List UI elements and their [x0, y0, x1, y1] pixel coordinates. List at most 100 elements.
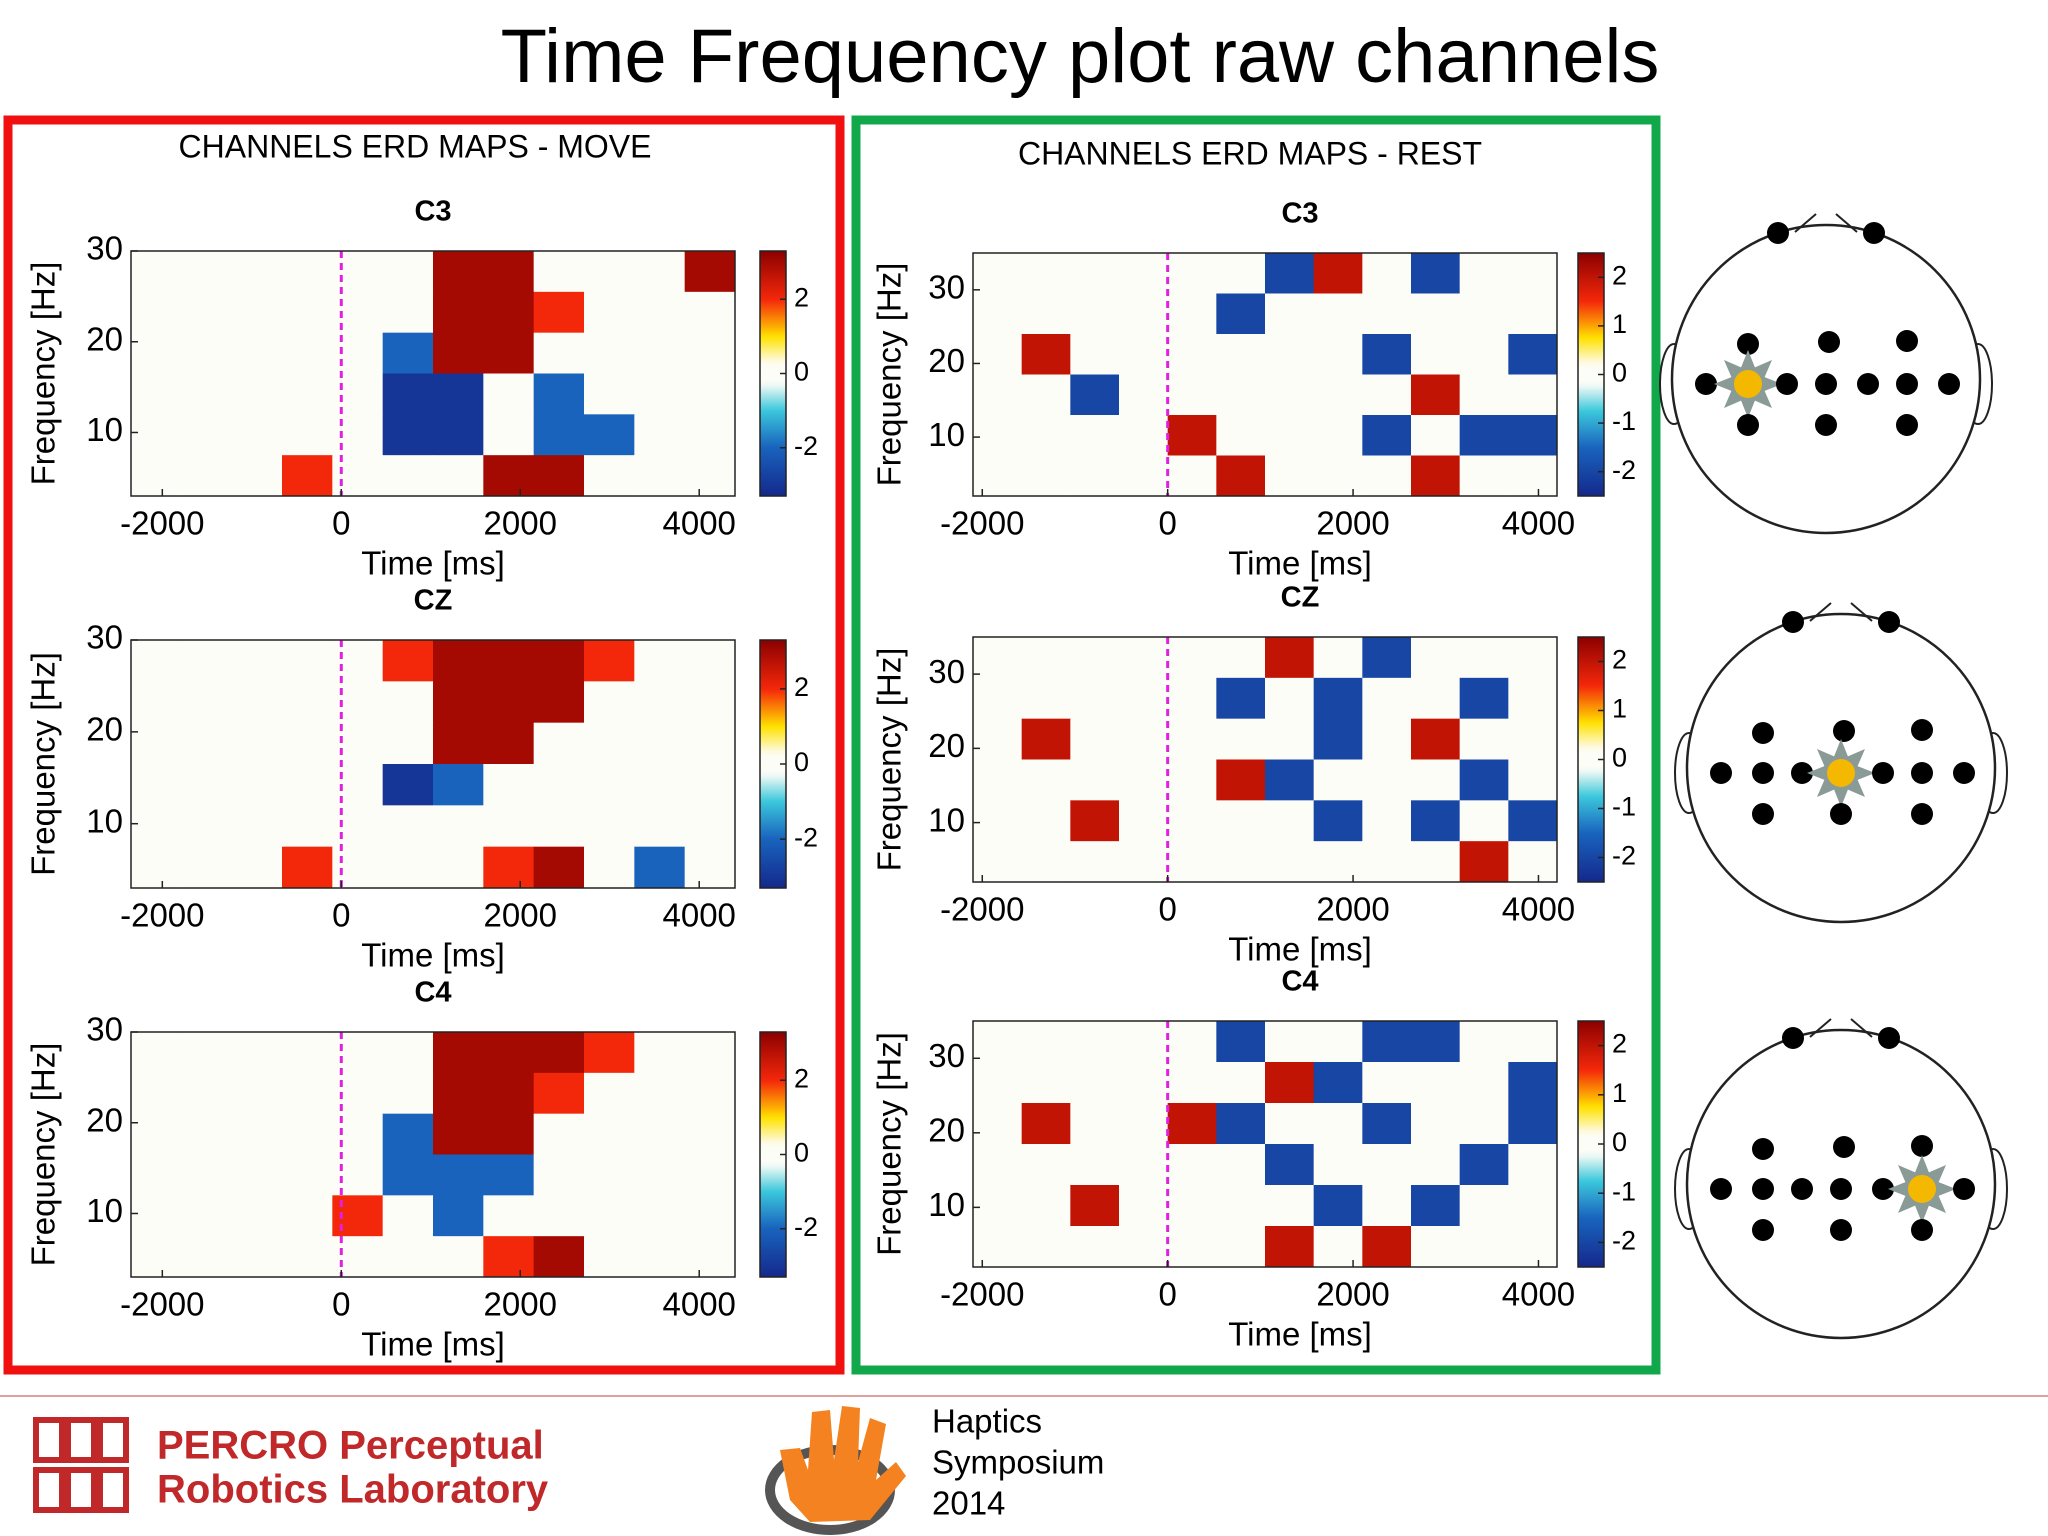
heat-cell	[1362, 637, 1412, 679]
heat-cell	[1119, 1185, 1169, 1227]
heat-cell	[382, 805, 434, 848]
heat-cell	[483, 805, 535, 848]
x-tick-label: 4000	[662, 897, 735, 934]
heat-cell	[1411, 759, 1461, 801]
axes-frame	[972, 252, 1558, 497]
heat-cell	[1411, 1062, 1461, 1104]
x-tick-label: -2000	[940, 891, 1024, 928]
heat-cell	[1070, 1062, 1120, 1104]
heat-cell	[1362, 415, 1412, 456]
heat-cell	[584, 1072, 635, 1115]
heat-cell	[181, 1032, 233, 1074]
heat-cell	[181, 846, 233, 889]
heat-cell	[433, 764, 484, 806]
heat-cell	[1508, 374, 1558, 416]
heat-cell	[181, 1072, 233, 1115]
heat-cell	[1362, 1021, 1412, 1063]
heat-cell	[1459, 253, 1509, 294]
heat-cell	[1216, 1103, 1266, 1145]
heat-cell	[584, 455, 635, 497]
heat-cell	[1508, 718, 1558, 760]
heat-cell	[1070, 637, 1120, 679]
heat-cell	[1411, 1144, 1461, 1186]
heat-cell	[1313, 637, 1363, 679]
heat-cell	[181, 681, 233, 724]
heat-cell	[973, 1226, 1023, 1268]
heat-cell	[1021, 334, 1071, 375]
heat-cell	[533, 332, 585, 374]
heat-cell	[684, 1154, 736, 1196]
heat-cell	[483, 1236, 535, 1278]
heat-cell	[1021, 677, 1071, 720]
electrode	[1776, 373, 1798, 395]
heat-cell	[584, 1195, 635, 1237]
panel-title: CHANNELS ERD MAPS - MOVE	[179, 128, 652, 164]
heat-cell	[433, 1032, 484, 1074]
heat-cell	[231, 1113, 283, 1155]
heat-cell	[231, 1154, 283, 1196]
y-axis-label: Frequency [Hz]	[25, 652, 62, 876]
heat-cell	[684, 1113, 736, 1155]
heat-cell	[181, 640, 233, 682]
heat-cell	[1362, 1185, 1412, 1227]
y-tick-label: 30	[928, 653, 965, 690]
heat-cell	[382, 640, 434, 682]
heat-cell	[483, 846, 535, 889]
heat-cell	[1362, 1103, 1412, 1145]
heat-cell	[533, 251, 585, 293]
heat-cell	[131, 764, 182, 806]
heat-cell	[382, 1154, 434, 1196]
heat-cell	[1459, 293, 1509, 335]
heat-cell	[1070, 677, 1120, 720]
heat-cell	[181, 722, 233, 765]
heat-cell	[1021, 415, 1071, 456]
heat-cell	[684, 805, 736, 848]
heat-cell	[533, 455, 585, 497]
heat-cell	[181, 291, 233, 334]
heat-cell	[231, 373, 283, 415]
heat-cell	[1411, 253, 1461, 294]
colorbar-tick-label: -1	[1612, 406, 1636, 436]
colorbar-tick-label: -2	[794, 1212, 818, 1242]
y-tick-label: 20	[86, 320, 123, 357]
heat-cell	[634, 764, 686, 806]
heat-cell	[1313, 1226, 1363, 1268]
heat-cell	[684, 681, 736, 724]
heat-cell	[131, 291, 182, 334]
subplot-title: C3	[414, 196, 451, 228]
heat-cell	[634, 455, 686, 497]
x-tick-label: -2000	[120, 897, 204, 934]
heat-cell	[1265, 759, 1315, 801]
electrode	[1830, 1219, 1852, 1241]
x-tick-label: 2000	[1316, 1276, 1389, 1313]
colorbar-tick-label: 0	[794, 1138, 809, 1168]
y-tick-label: 30	[86, 230, 123, 267]
heat-cell	[973, 841, 1023, 883]
heat-cell	[131, 846, 182, 889]
x-tick-label: 0	[332, 1286, 350, 1323]
heat-cell	[282, 681, 333, 724]
heat-cell	[634, 640, 686, 682]
electrode	[1791, 1178, 1813, 1200]
heat-cell	[1070, 718, 1120, 760]
heat-cell	[584, 764, 635, 806]
slide-title: Time Frequency plot raw channels	[501, 14, 1660, 99]
heat-cell	[1119, 293, 1169, 335]
heat-cell	[181, 1236, 233, 1278]
heat-cell	[1167, 374, 1217, 416]
heat-cell	[584, 846, 635, 889]
heat-cell	[1119, 253, 1169, 294]
heat-cell	[1508, 334, 1558, 375]
active-electrode	[1908, 1175, 1936, 1203]
heat-cell	[1167, 293, 1217, 335]
heat-cell	[1167, 637, 1217, 679]
heat-cell	[382, 414, 434, 456]
heat-cell	[1459, 415, 1509, 456]
y-axis-label: Frequency [Hz]	[871, 648, 908, 872]
heat-cell	[1119, 759, 1169, 801]
heat-cell	[1265, 374, 1315, 416]
heat-cell	[382, 1072, 434, 1115]
heat-cell	[483, 251, 535, 293]
heat-cell	[684, 332, 736, 374]
electrode	[1791, 762, 1813, 784]
